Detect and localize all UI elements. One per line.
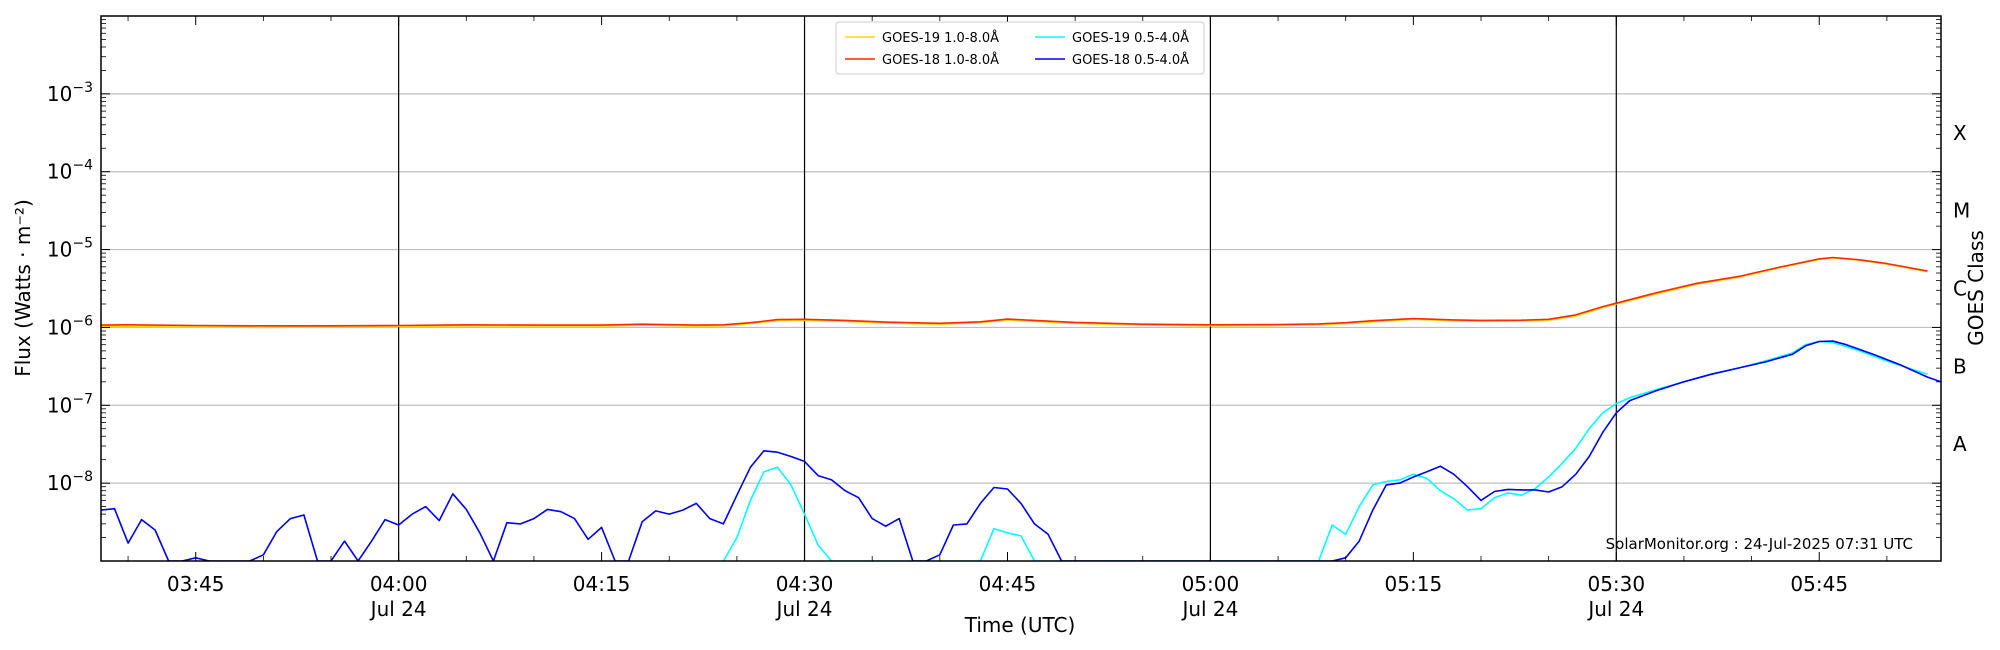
y2-axis-title: GOES Class [1964,230,1988,346]
credit-text: SolarMonitor.org : 24-Jul-2025 07:31 UTC [1606,535,1913,553]
goes-class-label: C [1953,277,1967,301]
legend-label: GOES-19 0.5-4.0Å [1072,30,1189,46]
legend-label: GOES-18 1.0-8.0Å [882,52,999,68]
x-tick-label: 03:45 [167,572,225,596]
legend-label: GOES-19 1.0-8.0Å [882,30,999,46]
grid-layer [101,93,1941,484]
series-line [101,256,1928,327]
goes-class-label: M [1953,199,1970,223]
legend-label: GOES-18 0.5-4.0Å [1072,52,1189,68]
y-tick-label: 10−7 [47,391,93,417]
goes-class-ticks: A B C M X [1953,121,1970,456]
series-line [101,257,1928,329]
goes-class-label: A [1953,432,1967,456]
series-line [101,340,1941,561]
x-tick-label: 05:00 [1182,572,1240,596]
y-axis-title: Flux (Watts · m⁻²) [11,199,35,377]
x-tick-label: 04:45 [979,572,1037,596]
y-axis-ticks: 10−8 10−7 10−6 10−5 10−4 10−3 [47,19,1941,538]
y-tick-label: 10−5 [47,236,93,262]
plot-frame [100,15,1942,562]
y-tick-label: 10−4 [47,158,93,184]
x-tick-date: Jul 24 [1586,597,1644,621]
x-tick-label: 05:30 [1587,572,1645,596]
x-tick-label: 04:00 [370,572,428,596]
y-tick-label: 10−6 [47,313,93,339]
goes-class-label: B [1953,354,1967,378]
x-tick-label: 05:15 [1385,572,1443,596]
y-tick-label: 10−3 [47,80,93,106]
x-tick-label: 04:15 [573,572,631,596]
legend: GOES-19 1.0-8.0Å GOES-19 0.5-4.0Å GOES-18 … [835,21,1205,75]
goes-class-label: X [1953,121,1967,145]
legend-box [835,21,1205,75]
y-tick-label: 10−8 [47,469,93,495]
x-tick-date: Jul 24 [369,597,427,621]
x-tick-label: 05:45 [1790,572,1848,596]
x-tick-date: Jul 24 [1180,597,1238,621]
x-tick-date: Jul 24 [775,597,833,621]
day-boundary-lines [398,16,1617,561]
x-axis-title: Time (UTC) [964,613,1076,637]
x-tick-label: 04:30 [776,572,834,596]
series-layer [101,256,1941,561]
